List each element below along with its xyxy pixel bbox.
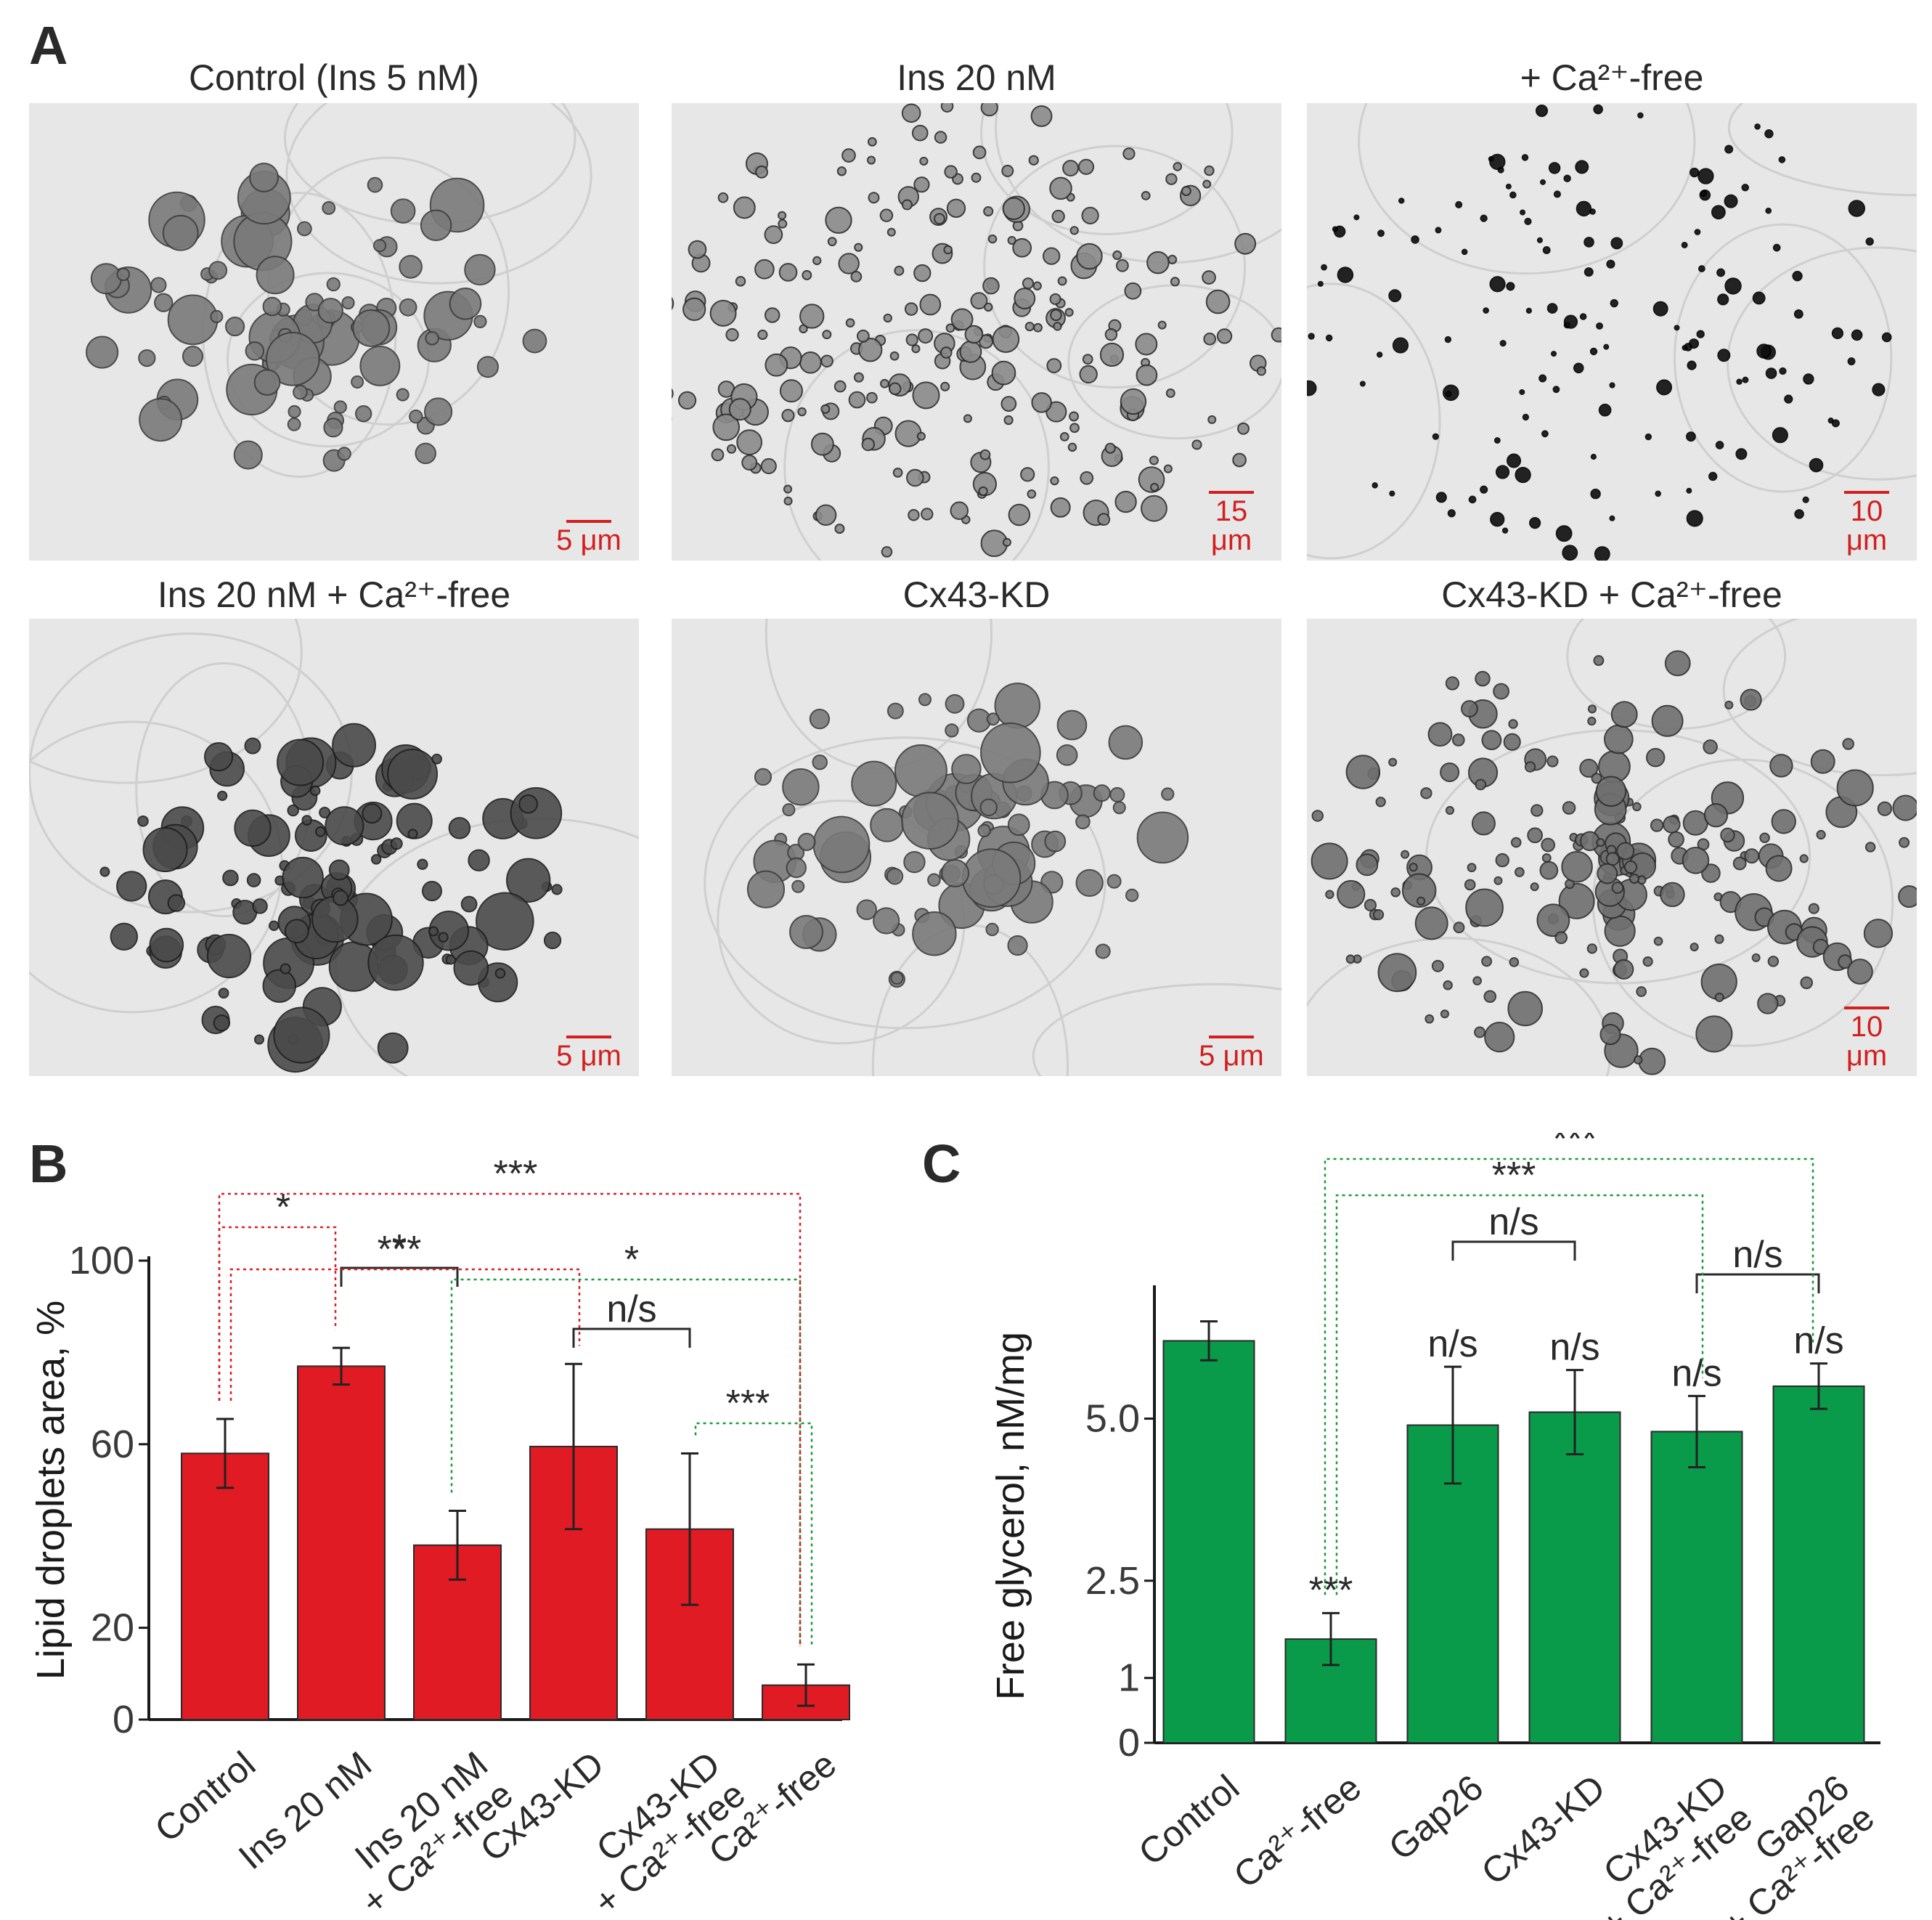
panel-b-letter: B — [29, 1134, 68, 1194]
micrograph-droplets — [1307, 619, 1917, 1076]
micrograph-title: Cx43-KD + Ca²⁺-free — [1441, 574, 1782, 615]
y-tick-label: 20 — [91, 1606, 134, 1650]
bar-significance-label: n/s — [1793, 1320, 1843, 1362]
x-tick-label: Control — [1131, 1767, 1247, 1874]
y-tick-label: 100 — [69, 1239, 134, 1282]
bar — [1528, 1411, 1621, 1744]
significance-bracket — [1451, 1240, 1576, 1261]
micrograph-title: Ins 20 nM + Ca²⁺-free — [157, 574, 511, 615]
micrograph-droplets — [672, 103, 1281, 561]
significance-label: * — [276, 1187, 290, 1229]
x-tick-label: Gap26 — [1381, 1767, 1491, 1868]
scale-bar: 5 μm — [549, 1036, 629, 1070]
micrograph-title: Ins 20 nM — [897, 57, 1056, 98]
micrograph-title: Control (Ins 5 nM) — [188, 57, 480, 98]
micrograph-title: Cx43-KD — [902, 574, 1051, 615]
bar-significance-label: *** — [1309, 1569, 1353, 1611]
scale-bar: 5 μm — [549, 520, 629, 555]
y-tick-label: 60 — [91, 1423, 134, 1466]
y-axis-label: Lipid droplets area, % — [29, 1301, 73, 1680]
micrograph-droplets — [86, 103, 592, 478]
scale-bar: 10 μm — [1827, 1006, 1907, 1070]
scale-bar: 10 μm — [1827, 491, 1907, 555]
panel-c-letter: C — [922, 1134, 961, 1194]
micrograph-image: 5 μm — [29, 619, 639, 1076]
y-tick-label: 0 — [1118, 1721, 1140, 1765]
micrograph-droplets — [29, 619, 639, 1076]
significance-label: *** — [726, 1383, 770, 1425]
scale-bar: 15 μm — [1191, 491, 1271, 555]
x-tick-label: Cx43-KD — [1474, 1767, 1613, 1892]
bar-significance-label: n/s — [1549, 1327, 1599, 1369]
bar — [529, 1445, 618, 1720]
y-axis-label: Free glycerol, nM/mg — [989, 1332, 1032, 1700]
significance-label: n/s — [1732, 1234, 1782, 1276]
micrograph-image: 15 μm — [672, 103, 1281, 561]
micrograph-image: 5 μm — [672, 619, 1281, 1076]
significance-bracket — [340, 1266, 459, 1287]
significance-label: * — [624, 1239, 639, 1281]
bar-significance-label: n/s — [1427, 1323, 1477, 1365]
micrograph-title: + Ca²⁺-free — [1520, 57, 1704, 98]
scale-bar: 5 μm — [1191, 1036, 1271, 1070]
bar — [181, 1452, 269, 1720]
bar — [1772, 1385, 1865, 1744]
y-tick-label: 1 — [1118, 1656, 1140, 1700]
significance-label: *** — [1492, 1155, 1536, 1197]
y-tick-label: 5.0 — [1085, 1397, 1140, 1441]
micrograph-image: 5 μm — [29, 103, 639, 561]
micrograph-droplets — [1307, 103, 1917, 561]
significance-label: * — [392, 1227, 407, 1269]
y-tick-label: 2.5 — [1085, 1559, 1140, 1603]
bar — [297, 1365, 386, 1720]
significance-bracket — [229, 1268, 581, 1402]
significance-bracket — [1335, 1194, 1704, 1595]
x-tick-label: Ca²⁺-free — [1226, 1767, 1369, 1896]
significance-label: n/s — [606, 1288, 656, 1330]
micrograph-image: 10 μm — [1307, 103, 1917, 561]
significance-bracket — [450, 1278, 802, 1647]
micrograph-image: 10 μm — [1307, 619, 1917, 1076]
bar — [1650, 1431, 1743, 1744]
chart-c-free-glycerol: 0 1 2.5 5.0 Free glycerol, nM/mg Control *** Ca… — [989, 1133, 1882, 1920]
bar — [1162, 1340, 1255, 1744]
significance-bracket — [572, 1327, 691, 1348]
significance-label: *** — [494, 1153, 538, 1195]
panel-a-letter: A — [29, 15, 68, 76]
significance-bracket — [1695, 1273, 1820, 1293]
significance-bracket — [1324, 1158, 1814, 1595]
significance-label: *** — [378, 1229, 422, 1271]
micrograph-droplets — [704, 619, 1281, 1076]
significance-label: *** — [1553, 1133, 1597, 1160]
significance-label: n/s — [1488, 1201, 1538, 1243]
bar-significance-label: n/s — [1671, 1352, 1721, 1394]
significance-bracket — [218, 1192, 802, 1647]
y-tick-label: 0 — [113, 1698, 134, 1741]
